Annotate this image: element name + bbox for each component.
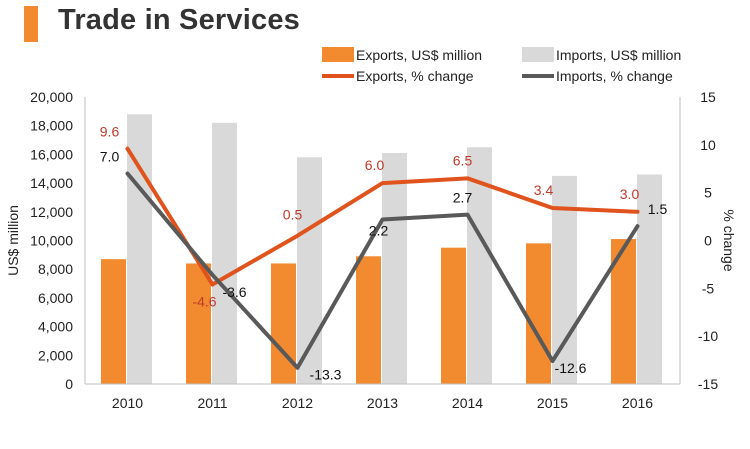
x-tick-label: 2012 bbox=[282, 395, 313, 411]
exports-change-label: 3.0 bbox=[620, 186, 640, 202]
legend-swatch-imports-bar bbox=[522, 47, 554, 62]
imports-change-label: 2.2 bbox=[369, 222, 389, 238]
right-tick-label: -5 bbox=[702, 280, 715, 296]
x-tick-label: 2011 bbox=[197, 395, 227, 411]
right-tick-label: 5 bbox=[704, 185, 712, 201]
imports-bar-2016 bbox=[637, 174, 662, 384]
left-tick-label: 12,000 bbox=[30, 204, 73, 220]
left-tick-label: 16,000 bbox=[30, 146, 73, 162]
legend-swatch-exports-bar bbox=[322, 47, 354, 62]
legend-label-exports-line: Exports, % change bbox=[356, 68, 474, 84]
exports-change-label: -4.6 bbox=[192, 294, 216, 310]
left-tick-label: 10,000 bbox=[30, 233, 73, 249]
left-tick-label: 4,000 bbox=[38, 319, 73, 335]
exports-bar-2013 bbox=[356, 256, 381, 384]
left-tick-label: 8,000 bbox=[38, 261, 73, 277]
imports-change-label: -12.6 bbox=[555, 360, 587, 376]
left-tick-label: 6,000 bbox=[38, 290, 73, 306]
exports-bar-2011 bbox=[186, 263, 211, 384]
right-tick-label: 0 bbox=[704, 233, 712, 249]
left-axis-title: US$ million bbox=[5, 205, 21, 276]
exports-change-label: 6.0 bbox=[365, 157, 385, 173]
exports-change-label: 0.5 bbox=[283, 207, 303, 223]
right-tick-label: -10 bbox=[698, 328, 718, 344]
exports-change-line bbox=[125, 146, 640, 287]
imports-change-label: 2.7 bbox=[453, 190, 473, 206]
imports-change-label: 1.5 bbox=[648, 201, 668, 217]
x-tick-label: 2010 bbox=[112, 395, 143, 411]
imports-change-label: -3.6 bbox=[222, 284, 246, 300]
left-tick-label: 14,000 bbox=[30, 175, 73, 191]
x-tick-label: 2016 bbox=[622, 395, 653, 411]
x-tick-label: 2015 bbox=[537, 395, 568, 411]
exports-change-label: 9.6 bbox=[100, 124, 120, 140]
imports-bar-2011 bbox=[212, 122, 237, 384]
legend-label-imports-line: Imports, % change bbox=[556, 68, 673, 84]
x-tick-label: 2014 bbox=[452, 395, 483, 411]
left-tick-label: 20,000 bbox=[30, 89, 73, 105]
exports-bar-2014 bbox=[441, 247, 466, 384]
right-tick-label: 15 bbox=[700, 89, 716, 105]
imports-change-label: -13.3 bbox=[310, 367, 342, 383]
exports-change-label: 3.4 bbox=[534, 182, 554, 198]
exports-bar-2010 bbox=[101, 259, 126, 384]
left-tick-label: 2,000 bbox=[38, 347, 73, 363]
exports-change-label: 6.5 bbox=[453, 152, 473, 168]
imports-bar-2010 bbox=[127, 114, 152, 384]
page-title: Trade in Services bbox=[58, 4, 300, 36]
left-tick-label: 18,000 bbox=[30, 118, 73, 134]
exports-bar-2012 bbox=[271, 263, 296, 384]
imports-change-line bbox=[125, 171, 640, 370]
legend-label-exports-bar: Exports, US$ million bbox=[356, 47, 482, 63]
legend-label-imports-bar: Imports, US$ million bbox=[556, 47, 681, 63]
right-tick-label: -15 bbox=[698, 376, 718, 392]
imports-bar-2013 bbox=[382, 152, 407, 384]
imports-change-label: 7.0 bbox=[100, 149, 120, 165]
left-tick-label: 0 bbox=[65, 376, 73, 392]
exports-bar-2015 bbox=[526, 243, 551, 384]
right-tick-label: 10 bbox=[700, 137, 716, 153]
x-tick-label: 2013 bbox=[367, 395, 398, 411]
right-axis-title: % change bbox=[721, 209, 737, 271]
title-accent-bar bbox=[24, 6, 38, 42]
